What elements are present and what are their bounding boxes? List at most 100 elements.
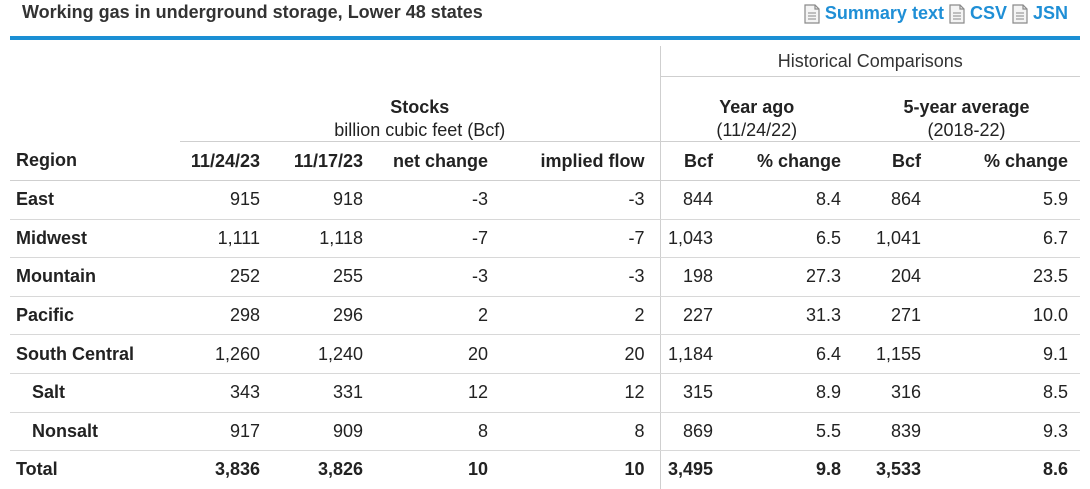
column-header-region: Region [10,141,180,181]
table-cell: 9.3 [933,412,1081,452]
table-cell: 204 [853,257,934,297]
table-cell: 255 [275,257,375,297]
table-cell: 31.3 [735,296,854,336]
summary-text-link[interactable]: Summary text [803,3,944,24]
table-cell: 296 [275,296,375,336]
table-cell: 3,826 [317,459,363,480]
table-cell: 3,495 [659,450,736,489]
year-ago-group-header: Year ago (11/24/22) [659,76,854,142]
table-cell: 5.5 [735,412,854,452]
five-year-range: (2018-22) [927,120,1006,140]
historical-comparisons-header: Historical Comparisons [659,46,1081,77]
table-cell: 331 [275,373,375,413]
table-cell: 5.9 [933,180,1081,220]
year-ago-title: Year ago [719,97,795,117]
table-cell: 9.1 [933,334,1081,374]
table-cell: 10 [624,459,645,480]
table-cell: 8.5 [933,373,1081,413]
document-icon [804,3,820,24]
table-cell: 20 [500,334,661,374]
region-label: Mountain [10,257,180,297]
table-cell: 909 [275,412,375,452]
table-cell: -3 [375,257,500,297]
table-cell: 1,041 [853,219,934,259]
header-divider [10,36,1080,40]
table-cell: 844 [659,180,736,220]
region-label: Total [16,459,58,480]
table-row: Mountain 252 255 -3 -3 198 27.3 204 23.5 [10,257,1081,297]
table-cell: 6.4 [735,334,854,374]
document-icon [949,3,965,24]
table-cell: 1,260 [180,334,275,374]
table-cell: 198 [659,257,736,297]
table-row: East 915 918 -3 -3 844 8.4 864 5.9 [10,180,1081,220]
region-label: Midwest [10,219,180,259]
table-row: South Central 1,260 1,240 20 20 1,184 6.… [10,334,1081,374]
column-header-implied-flow: implied flow [500,141,661,181]
table-cell: 1,240 [275,334,375,374]
region-label: East [10,180,180,220]
table-cell: 8 [375,412,500,452]
table-cell: 343 [180,373,275,413]
table-cell: -3 [375,180,500,220]
region-label: Salt [10,373,180,413]
table-cell: 8 [500,412,661,452]
table-cell: -3 [500,257,661,297]
table-cell: 917 [180,412,275,452]
table-cell: 252 [180,257,275,297]
table-cell: 23.5 [933,257,1081,297]
five-year-title: 5-year average [903,97,1030,117]
table-cell: 10.0 [933,296,1081,336]
table-cell: 3,533 [875,459,922,480]
page-title: Working gas in underground storage, Lowe… [22,2,483,22]
jsn-link[interactable]: JSN [1011,3,1068,24]
column-header-current-week: 11/24/23 [180,141,275,181]
table-cell: 8.9 [735,373,854,413]
table-cell: 1,043 [659,219,736,259]
column-header-five-year-bcf: Bcf [853,141,934,181]
table-cell: 864 [853,180,934,220]
table-cell: 1,118 [275,219,375,259]
summary-text-label: Summary text [824,3,944,23]
five-year-group-header: 5-year average (2018-22) [853,76,1081,142]
table-cell: 271 [853,296,934,336]
table-cell: 918 [275,180,375,220]
storage-table: Historical Comparisons Stocks billion cu… [10,46,1081,489]
table-cell: 12 [375,373,500,413]
table-cell: 1,111 [180,219,275,259]
table-cell: 20 [375,334,500,374]
jsn-label: JSN [1032,3,1068,23]
table-cell: 839 [853,412,934,452]
table-cell: -3 [500,180,661,220]
table-cell: 315 [659,373,736,413]
total-row: Total 3,836 3,826 10 10 3,495 9.8 3,533 … [10,450,1080,489]
table-cell: 10 [467,459,488,480]
region-label: South Central [10,334,180,374]
column-header-year-ago-pct: % change [735,141,854,181]
table-cell: -7 [375,219,500,259]
table-cell: 2 [375,296,500,336]
stocks-group-header: Stocks billion cubic feet (Bcf) [180,76,661,142]
table-cell: -7 [500,219,661,259]
table-row: Midwest 1,111 1,118 -7 -7 1,043 6.5 1,04… [10,219,1081,259]
document-icon [1012,3,1028,24]
table-row: Pacific 298 296 2 2 227 31.3 271 10.0 [10,296,1081,336]
table-cell: 6.7 [933,219,1081,259]
table-cell: 869 [659,412,736,452]
stocks-title: Stocks [390,97,450,117]
table-cell: 316 [853,373,934,413]
table-cell: 6.5 [735,219,854,259]
table-cell: 12 [500,373,661,413]
table-row: Nonsalt 917 909 8 8 869 5.5 839 9.3 [10,412,1081,452]
region-label: Nonsalt [10,412,180,452]
table-cell: 227 [659,296,736,336]
table-row: Salt 343 331 12 12 315 8.9 316 8.5 [10,373,1081,413]
table-cell: 2 [500,296,661,336]
table-cell: 3,836 [214,459,260,480]
table-cell: 298 [180,296,275,336]
region-label: Pacific [10,296,180,336]
table-cell: 9.8 [816,459,842,480]
table-cell: 1,184 [659,334,736,374]
csv-link[interactable]: CSV [948,3,1007,24]
year-ago-date: (11/24/22) [716,120,798,140]
